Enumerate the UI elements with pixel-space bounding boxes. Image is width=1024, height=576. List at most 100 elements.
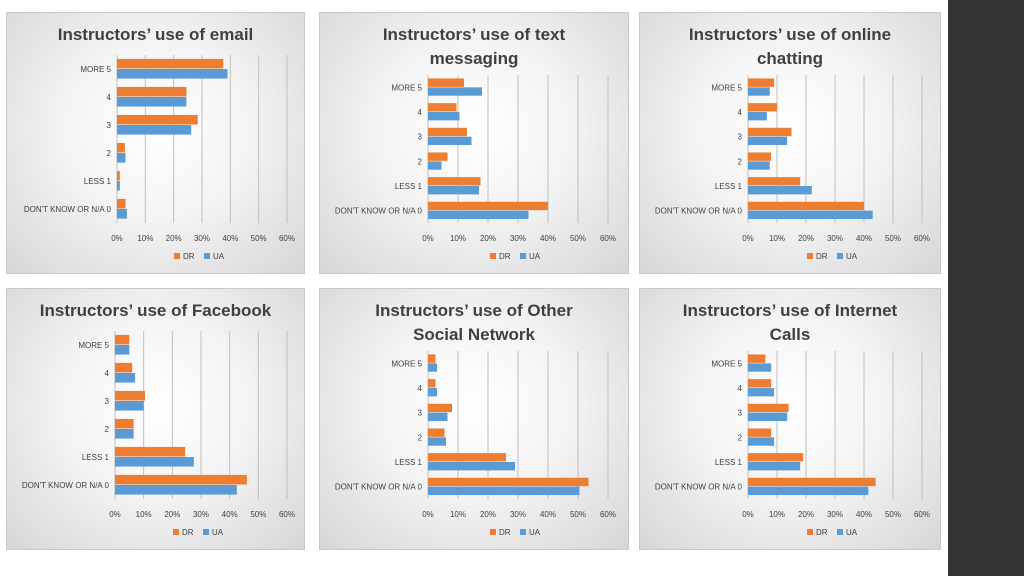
bar-ua [117,97,187,107]
chart-svg: Instructors’ use of Facebook 0% 10% 20% 30% 4… [22,301,295,537]
legend-label: UA [529,252,541,261]
bar-dr [428,354,436,363]
x-tick-label: 20% [480,234,496,243]
bar-ua [115,373,136,383]
category-label: 3 [105,397,110,406]
x-tick-label: 0% [742,234,754,243]
bar-dr [115,362,133,373]
chart-title: messaging [430,49,519,68]
slide-sidebar [948,0,1024,576]
bar-ua [117,209,127,219]
category-label: 2 [738,433,743,442]
bar-dr [117,114,198,125]
bar-dr [428,453,506,462]
bar-dr [117,58,224,69]
chart-title: Instructors’ use of online [689,25,891,44]
legend-label: DR [182,528,194,537]
x-tick-label: 40% [222,234,238,243]
x-tick-label: 10% [769,234,785,243]
bar-dr [428,177,481,186]
category-label: 2 [418,433,423,442]
bar-ua [428,486,580,496]
bar-dr [748,152,772,161]
category-label: 3 [738,133,743,142]
bar-dr [428,379,436,388]
x-tick-label: 0% [109,510,121,519]
bar-dr [115,474,247,485]
category-label: 3 [418,409,423,418]
category-label: MORE 5 [711,83,742,92]
category-label: 4 [738,108,743,117]
legend-label: DR [816,528,828,537]
x-tick-label: 40% [856,234,872,243]
chart-title: chatting [757,49,823,68]
x-tick-label: 60% [914,234,930,243]
bar-ua [748,161,770,170]
legend-label: UA [212,528,224,537]
category-label: 3 [738,409,743,418]
category-label: 2 [418,157,423,166]
x-tick-label: 0% [742,510,754,519]
x-tick-label: 40% [222,510,238,519]
legend-label: UA [529,528,541,537]
category-label: 3 [418,133,423,142]
x-tick-label: 60% [914,510,930,519]
x-tick-label: 30% [193,510,209,519]
x-tick-label: 0% [422,510,434,519]
x-tick-label: 30% [510,234,526,243]
bar-ua [428,186,479,195]
bar-ua [115,401,144,411]
chart-email-panel: Instructors’ use of email 0% 10% 20% 30% 40% 5… [6,12,305,274]
legend-label: DR [816,252,828,261]
x-tick-label: 50% [570,510,586,519]
chart-title: Calls [770,325,811,344]
bar-dr [748,453,804,462]
category-label: LESS 1 [395,182,423,191]
category-label: DON'T KNOW OR N/A 0 [22,481,110,490]
chart-title: Instructors’ use of Other [375,301,573,320]
x-tick-label: 60% [600,510,616,519]
bar-ua [748,210,873,220]
x-tick-label: 30% [827,510,843,519]
bar-ua [428,388,437,397]
x-tick-label: 60% [600,234,616,243]
bar-dr [115,446,186,457]
bar-ua [428,462,515,471]
category-label: MORE 5 [78,341,109,350]
bar-dr [748,177,801,186]
x-tick-label: 50% [251,234,267,243]
bar-ua [428,161,442,170]
x-tick-label: 10% [137,234,153,243]
bar-dr [428,201,548,211]
category-label: 4 [738,384,743,393]
chart-title: Social Network [413,325,535,344]
bar-ua [115,457,194,467]
bar-ua [428,437,446,446]
legend-swatch-ua [837,253,843,259]
bar-ua [117,181,120,191]
legend-swatch-dr [174,253,180,259]
legend-swatch-ua [204,253,210,259]
category-label: DON'T KNOW OR N/A 0 [335,483,423,492]
chart-title: Instructors’ use of Facebook [40,301,272,320]
category-label: 2 [105,425,110,434]
bar-dr [115,418,134,429]
bar-ua [748,412,788,422]
bar-dr [428,103,457,112]
bar-dr [748,201,864,211]
bar-dr [428,403,452,413]
legend-swatch-ua [837,529,843,535]
bar-dr [748,379,772,388]
x-tick-label: 50% [885,510,901,519]
category-label: LESS 1 [715,182,743,191]
legend-label: DR [183,252,195,261]
bar-dr [115,334,130,345]
bar-ua [428,412,448,422]
x-tick-label: 40% [540,234,556,243]
bar-dr [117,198,126,209]
category-label: 4 [418,384,423,393]
legend-swatch-ua [203,529,209,535]
x-tick-label: 20% [166,234,182,243]
bar-ua [115,345,130,355]
category-label: MORE 5 [711,359,742,368]
